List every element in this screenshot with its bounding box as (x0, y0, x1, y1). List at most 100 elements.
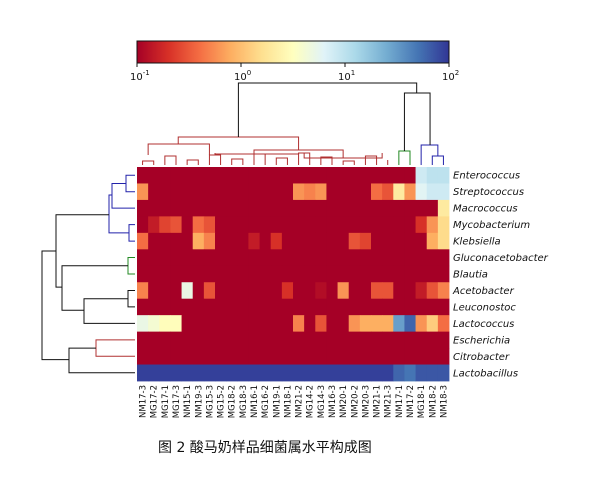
column-dendrogram-link (320, 156, 333, 165)
heatmap-cell (259, 216, 272, 234)
heatmap-cell (281, 183, 294, 201)
heatmap-cell (226, 249, 238, 267)
heatmap-cell (304, 282, 316, 300)
column-dendrogram-link (420, 144, 439, 165)
heatmap-cell (226, 298, 238, 316)
heatmap-cell (203, 216, 216, 234)
heatmap-cell (137, 348, 149, 365)
heatmap-cell (270, 315, 283, 333)
heatmap-cell (259, 167, 272, 184)
row-label: Lactobacillus (453, 368, 518, 379)
row-label: Leuconostoc (453, 302, 516, 313)
row-dendrogram-link (83, 298, 135, 324)
heatmap-cell (159, 167, 171, 184)
column-label: MG14-3 (317, 385, 327, 418)
heatmap-cell (415, 216, 428, 234)
row-dendrogram-link (61, 265, 128, 311)
heatmap-cell (404, 315, 416, 333)
heatmap-cell (192, 282, 205, 300)
heatmap-cell (348, 265, 361, 283)
heatmap-cell (226, 282, 238, 300)
column-dendrogram-link (208, 154, 222, 165)
heatmap-cell (203, 249, 216, 267)
heatmap-cell (304, 183, 316, 201)
heatmap-cell (337, 167, 350, 184)
heatmap-cell (203, 199, 216, 217)
heatmap-cell (148, 364, 160, 382)
heatmap-cell (137, 315, 149, 333)
row-dendrogram-link (95, 339, 135, 357)
heatmap-cell (181, 282, 194, 300)
heatmap-cell (404, 331, 416, 349)
heatmap-cell (159, 216, 171, 234)
heatmap-cell (359, 232, 372, 250)
heatmap-cell (181, 216, 194, 234)
heatmap-cell (337, 298, 350, 316)
heatmap-cell (237, 315, 249, 333)
row-dendrogram-link (127, 289, 135, 308)
heatmap-cell (315, 282, 327, 300)
heatmap-cell (293, 298, 305, 316)
column-label: MG17-3 (172, 385, 182, 418)
heatmap-cell (293, 249, 305, 267)
heatmap-cell (415, 232, 428, 250)
heatmap-cell (404, 298, 416, 316)
heatmap-cell (281, 315, 294, 333)
heatmap-cell (170, 348, 182, 365)
heatmap-cell (259, 348, 272, 365)
heatmap-cell (137, 249, 149, 267)
heatmap-cell (192, 298, 205, 316)
heatmap-cell (426, 315, 439, 333)
heatmap-cell (415, 298, 428, 316)
row-dendrogram-link (127, 257, 135, 275)
heatmap-cell (203, 183, 216, 201)
heatmap-cell (248, 282, 260, 300)
heatmap-cell (137, 331, 149, 349)
heatmap-cell (170, 331, 182, 349)
row-label: Citrobacter (453, 352, 510, 363)
heatmap-cell (315, 348, 327, 365)
heatmap-cell (248, 199, 260, 217)
heatmap-cell (326, 364, 338, 382)
heatmap-cell (248, 183, 260, 201)
heatmap-cell (359, 249, 372, 267)
heatmap-cell (426, 199, 439, 217)
heatmap-cell (293, 348, 305, 365)
heatmap-cell (148, 331, 160, 349)
heatmap-cell (426, 232, 439, 250)
column-dendrogram-link (364, 155, 378, 165)
heatmap-cell (437, 348, 450, 365)
heatmap-cell (237, 199, 249, 217)
heatmap-cell (248, 167, 260, 184)
heatmap-cell (359, 183, 372, 201)
heatmap-cell (426, 331, 439, 349)
heatmap-cell (293, 183, 305, 201)
heatmap-cell (326, 167, 338, 184)
column-dendrogram-link (398, 150, 411, 165)
heatmap-cell (192, 232, 205, 250)
heatmap-cell (437, 167, 450, 184)
row-dendrogram-link (55, 214, 109, 288)
heatmap-cell (170, 265, 182, 283)
heatmap-cell (359, 315, 372, 333)
column-label: NM16-3 (328, 385, 338, 418)
heatmap-cell (371, 282, 383, 300)
heatmap-cell (426, 298, 439, 316)
heatmap-cell (159, 282, 171, 300)
heatmap-cell (281, 216, 294, 234)
heatmap-cell (382, 265, 394, 283)
column-dendrogram-link (186, 159, 199, 165)
column-label: NM17-1 (395, 385, 405, 418)
heatmap-cell (315, 331, 327, 349)
heatmap-cell (293, 167, 305, 184)
heatmap-cell (170, 199, 182, 217)
heatmap-cell (148, 199, 160, 217)
heatmap-cell (270, 364, 283, 382)
row-label: Enterococcus (453, 171, 520, 182)
heatmap-cell (415, 199, 428, 217)
heatmap-cell (281, 364, 294, 382)
heatmap-cell (215, 298, 227, 316)
heatmap-cell (337, 216, 350, 234)
heatmap-cell (393, 282, 405, 300)
heatmap-cell (159, 183, 171, 201)
